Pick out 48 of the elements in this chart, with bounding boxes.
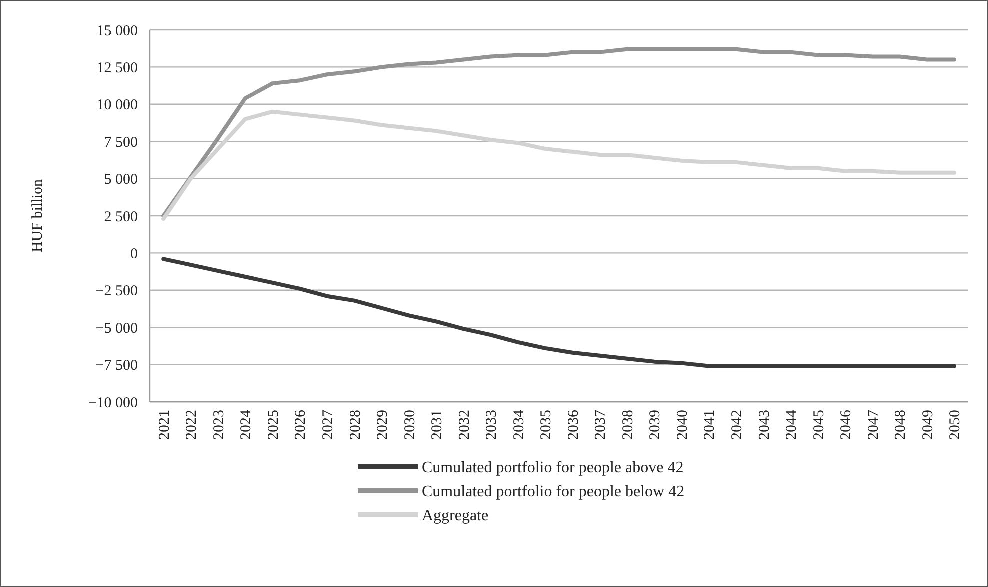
x-tick-label: 2050 [948,410,964,440]
x-tick-label: 2038 [620,410,636,440]
y-tick-label: 2 500 [104,209,138,226]
y-tick-label: 7 500 [104,134,138,151]
x-tick-label: 2036 [566,410,582,440]
x-tick-label: 2044 [784,410,800,440]
x-tick-label: 2021 [156,410,173,440]
x-tick-label: 2043 [756,410,773,440]
x-tick-label: 2029 [375,410,392,440]
x-tick-label: 2031 [430,410,446,440]
x-tick-label: 2041 [702,410,718,440]
x-tick-label: 2047 [866,410,882,440]
y-tick-label: −2 500 [96,284,138,300]
line-series [162,257,956,368]
y-tick-label: 5 000 [104,172,138,188]
x-tick-label: 2028 [348,410,364,440]
x-tick-label: 2022 [184,410,200,440]
line-series [162,47,956,218]
x-tick-label: 2039 [648,410,664,440]
x-tick-label: 2045 [811,410,828,440]
x-tick-label: 2035 [538,410,555,440]
x-tick-label: 2032 [456,410,473,440]
y-tick-label: 0 [130,246,138,262]
x-tick-label: 2024 [238,410,255,440]
x-tick-label: 2040 [674,410,691,440]
x-tick-label: 2034 [511,410,528,440]
line-series [162,110,956,221]
legend-label: Cumulated portfolio for people below 42 [422,484,685,501]
x-tick-label: 2027 [320,410,336,440]
x-tick-label: 2049 [920,410,936,440]
x-tick-label: 2046 [838,410,855,440]
x-tick-label: 2030 [402,410,418,440]
x-tick-label: 2033 [484,410,500,440]
x-tick-label: 2048 [893,410,910,440]
x-tick-label: 2025 [266,410,282,440]
y-tick-label: 15 000 [96,23,138,40]
x-tick-label: 2042 [729,410,746,440]
x-tick-label: 2026 [293,410,310,440]
y-tick-label: −10 000 [88,395,138,412]
x-tick-label: 2037 [593,410,610,440]
y-axis-title: HUF billion [30,179,46,252]
y-tick-label: 10 000 [96,98,138,114]
x-tick-label: 2023 [211,410,228,440]
y-tick-label: −5 000 [96,320,138,337]
y-tick-label: 12 500 [96,60,138,76]
legend-label: Cumulated portfolio for people above 42 [422,460,684,477]
legend-label: Aggregate [422,508,489,525]
y-tick-label: −7 500 [96,358,138,374]
